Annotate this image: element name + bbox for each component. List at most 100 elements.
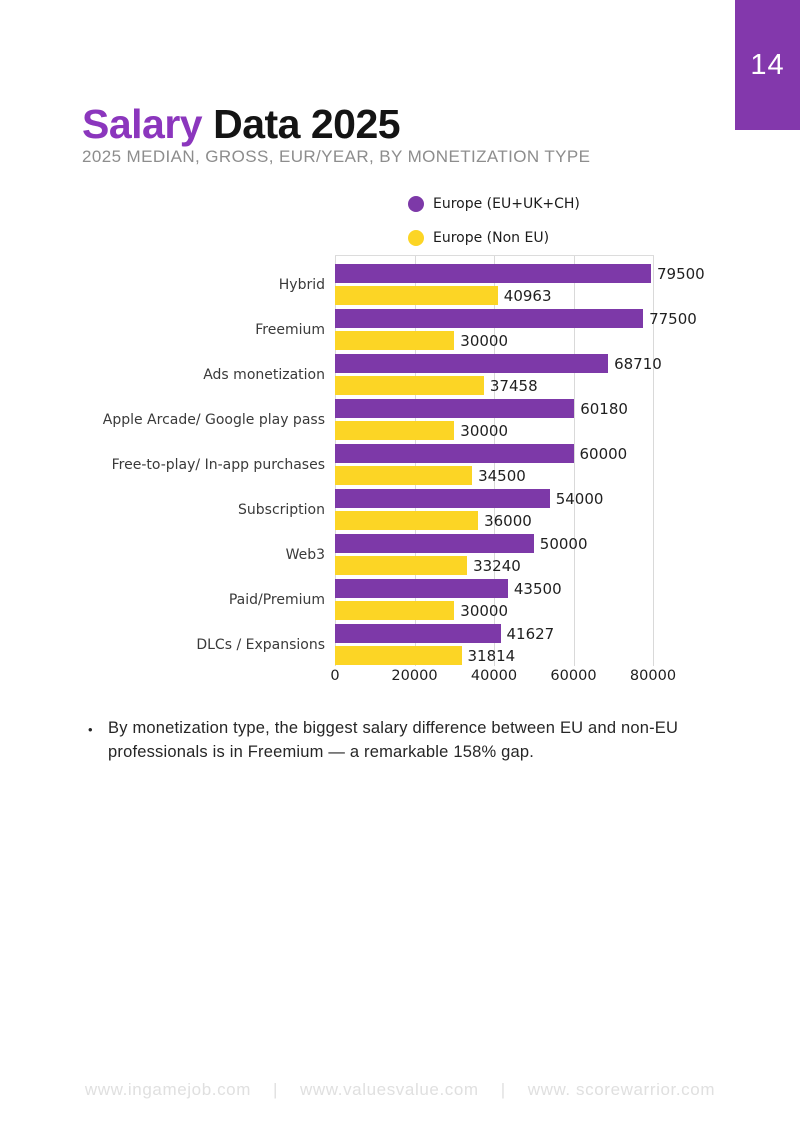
x-tick-label: 80000 [629,668,677,684]
page-number: 14 [750,48,785,81]
bar-group: 60000 34500 [335,444,800,485]
bullet-icon: • [88,722,93,737]
chart-row: Freemium 77500 30000 [0,309,800,350]
chart-row: Apple Arcade/ Google play pass 60180 30000 [0,399,800,440]
insight-note: • By monetization type, the biggest sala… [88,716,732,764]
bar-value-label: 30000 [460,421,509,440]
bar-eu [335,624,501,643]
bar-non-eu [335,646,462,665]
x-tick-label: 0 [330,668,340,684]
category-label: Paid/Premium [228,591,325,608]
bar-value-label: 30000 [460,601,509,620]
legend-marker-dot [408,196,424,212]
bar-non-eu [335,601,455,620]
chart-row: Free-to-play/ In-app purchases 60000 34500 [0,444,800,485]
page-title-highlight: Salary [82,101,203,148]
legend-item: Europe (Non EU) [408,228,580,248]
insight-text: By monetization type, the biggest salary… [108,719,679,761]
bar-line: 30000 [335,331,800,350]
chart-row: Ads monetization 68710 37458 [0,354,800,395]
bar-line: 33240 [335,556,800,575]
bar-non-eu [335,466,473,485]
category-label: Freemium [255,321,325,338]
bar-line: 54000 [335,489,800,508]
x-tick-label: 20000 [391,668,438,684]
legend-label: Europe (Non EU) [433,230,550,246]
footer: www.ingamejob.com | www.valuesvalue.com | ww… [0,1080,800,1100]
x-tick-label: 60000 [550,668,597,684]
bar-line: 43500 [335,579,800,598]
bar-line: 60000 [335,444,800,463]
bar-line: 50000 [335,534,800,553]
footer-separator: | [273,1080,279,1099]
page-title: Salary Data 2025 [82,101,401,148]
category-label: Hybrid [278,276,325,293]
bar-eu [335,399,575,418]
bar-value-label: 41627 [506,624,555,643]
footer-link: www. scorewarrior.com [527,1080,716,1099]
bar-line: 77500 [335,309,800,328]
bar-group: 79500 40963 [335,264,800,305]
bar-group: 54000 36000 [335,489,800,530]
bar-eu [335,354,609,373]
footer-separator: | [500,1080,506,1099]
bar-value-label: 40963 [503,286,552,305]
bar-chart: Hybrid 79500 40963 Freemium 77500 30000 Ads mo… [0,255,800,684]
bar-non-eu [335,421,455,440]
page-number-badge: 14 [735,0,800,130]
legend-marker-dot [408,230,424,246]
bar-non-eu [335,376,484,395]
page-title-rest: Data 2025 [213,101,401,148]
bar-group: 50000 33240 [335,534,800,575]
bar-eu [335,264,651,283]
bar-group: 60180 30000 [335,399,800,440]
bar-line: 41627 [335,624,800,643]
bar-line: 36000 [335,511,800,530]
bar-value-label: 31814 [467,646,516,665]
chart-row: Web3 50000 33240 [0,534,800,575]
bar-line: 79500 [335,264,800,283]
bar-value-label: 36000 [484,511,532,530]
category-label: Web3 [285,546,325,563]
bar-eu [335,534,534,553]
bar-value-label: 77500 [649,309,697,328]
bar-line: 68710 [335,354,800,373]
bar-line: 30000 [335,601,800,620]
bar-line: 31814 [335,646,800,665]
category-label: DLCs / Expansions [196,636,325,653]
bar-value-label: 79500 [657,264,705,283]
bar-value-label: 33240 [473,556,521,575]
bar-non-eu [335,511,479,530]
footer-link: www.ingamejob.com [84,1080,252,1099]
bar-value-label: 60180 [580,399,628,418]
chart-row: DLCs / Expansions 41627 31814 [0,624,800,665]
bar-eu [335,309,644,328]
category-label: Apple Arcade/ Google play pass [102,411,325,428]
category-label: Subscription [238,501,325,518]
bar-value-label: 43500 [513,579,562,598]
bar-group: 68710 37458 [335,354,800,395]
bar-line: 34500 [335,466,800,485]
bar-group: 41627 31814 [335,624,800,665]
bar-eu [335,489,550,508]
bar-eu [335,579,508,598]
x-tick-label: 40000 [470,668,518,684]
bar-value-label: 68710 [614,354,662,373]
chart-rows: Hybrid 79500 40963 Freemium 77500 30000 Ads mo… [0,264,800,665]
legend-label: Europe (EU+UK+CH) [433,196,580,212]
bar-non-eu [335,331,455,350]
footer-link: www.valuesvalue.com [300,1080,479,1099]
bar-value-label: 60000 [579,444,628,463]
bar-value-label: 34500 [478,466,526,485]
bar-line: 40963 [335,286,800,305]
bar-value-label: 30000 [460,331,509,350]
bar-group: 77500 30000 [335,309,800,350]
chart-row: Hybrid 79500 40963 [0,264,800,305]
bar-non-eu [335,556,468,575]
bar-non-eu [335,286,498,305]
legend: Europe (EU+UK+CH) Europe (Non EU) [408,194,580,262]
x-axis: 0 20000 40000 60000 80000 [0,668,800,690]
bar-value-label: 50000 [539,534,588,553]
bar-eu [335,444,574,463]
